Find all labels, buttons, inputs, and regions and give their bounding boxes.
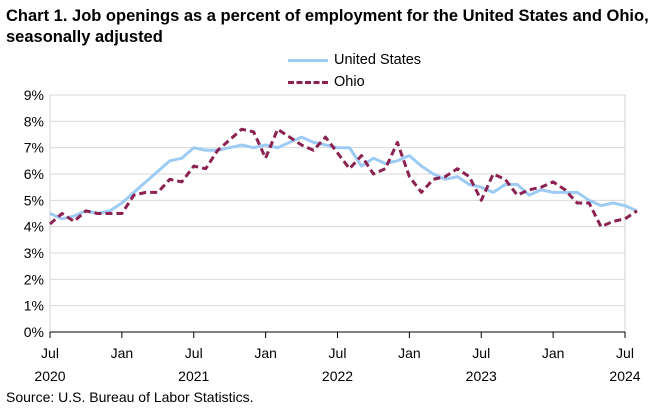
y-tick-label: 8%: [24, 113, 44, 129]
chart-series: [49, 127, 638, 229]
y-axis-ticks: 0% 1% 2% 3% 4% 5% 6% 7% 8% 9%: [24, 87, 44, 340]
x-tick-year-label: 2024: [609, 368, 640, 384]
x-tick-month-label: Jan: [254, 345, 277, 361]
x-tick-month-label: Jul: [472, 345, 490, 361]
chart-source-note: Source: U.S. Bureau of Labor Statistics.: [6, 389, 254, 405]
x-tick-year-label: 2022: [322, 368, 353, 384]
y-tick-label: 6%: [24, 166, 44, 182]
x-tick-month-label: Jul: [616, 345, 634, 361]
series-line-united-states: [49, 135, 638, 221]
chart-title: Chart 1. Job openings as a percent of em…: [6, 7, 649, 46]
chart-gridlines: [49, 94, 626, 333]
x-axis-ticks: Jul 2020 Jan Jul 2021 Jan Jul 2022 Jan Jul 2023 Jan…: [34, 332, 641, 384]
x-tick-month-label: Jan: [111, 345, 134, 361]
chart-legend: United States Ohio: [288, 49, 421, 93]
legend-label-united-states: United States: [334, 52, 422, 68]
legend-swatch-united-states: [288, 58, 328, 62]
x-tick-year-label: 2023: [466, 368, 497, 384]
x-tick-month-label: Jul: [41, 345, 59, 361]
series-line-ohio: [49, 127, 638, 229]
x-tick-year-label: 2021: [178, 368, 209, 384]
x-tick-month-label: Jul: [185, 345, 203, 361]
legend-swatch-ohio: [288, 80, 328, 84]
legend-label-ohio: Ohio: [334, 74, 365, 90]
y-tick-label: 4%: [24, 219, 44, 235]
plot-area-frame: [49, 94, 626, 333]
legend-item-ohio: Ohio: [288, 71, 421, 93]
y-tick-label: 2%: [24, 271, 44, 287]
y-tick-label: 5%: [24, 192, 44, 208]
x-tick-month-label: Jan: [398, 345, 421, 361]
x-tick-month-label: Jan: [542, 345, 565, 361]
legend-item-united-states: United States: [288, 49, 421, 71]
y-tick-label: 7%: [24, 140, 44, 156]
y-tick-label: 1%: [24, 298, 44, 314]
y-tick-label: 9%: [24, 87, 44, 103]
x-tick-year-label: 2020: [34, 368, 65, 384]
x-tick-month-label: Jul: [329, 345, 347, 361]
y-tick-label: 3%: [24, 245, 44, 261]
y-tick-label: 0%: [24, 324, 44, 340]
